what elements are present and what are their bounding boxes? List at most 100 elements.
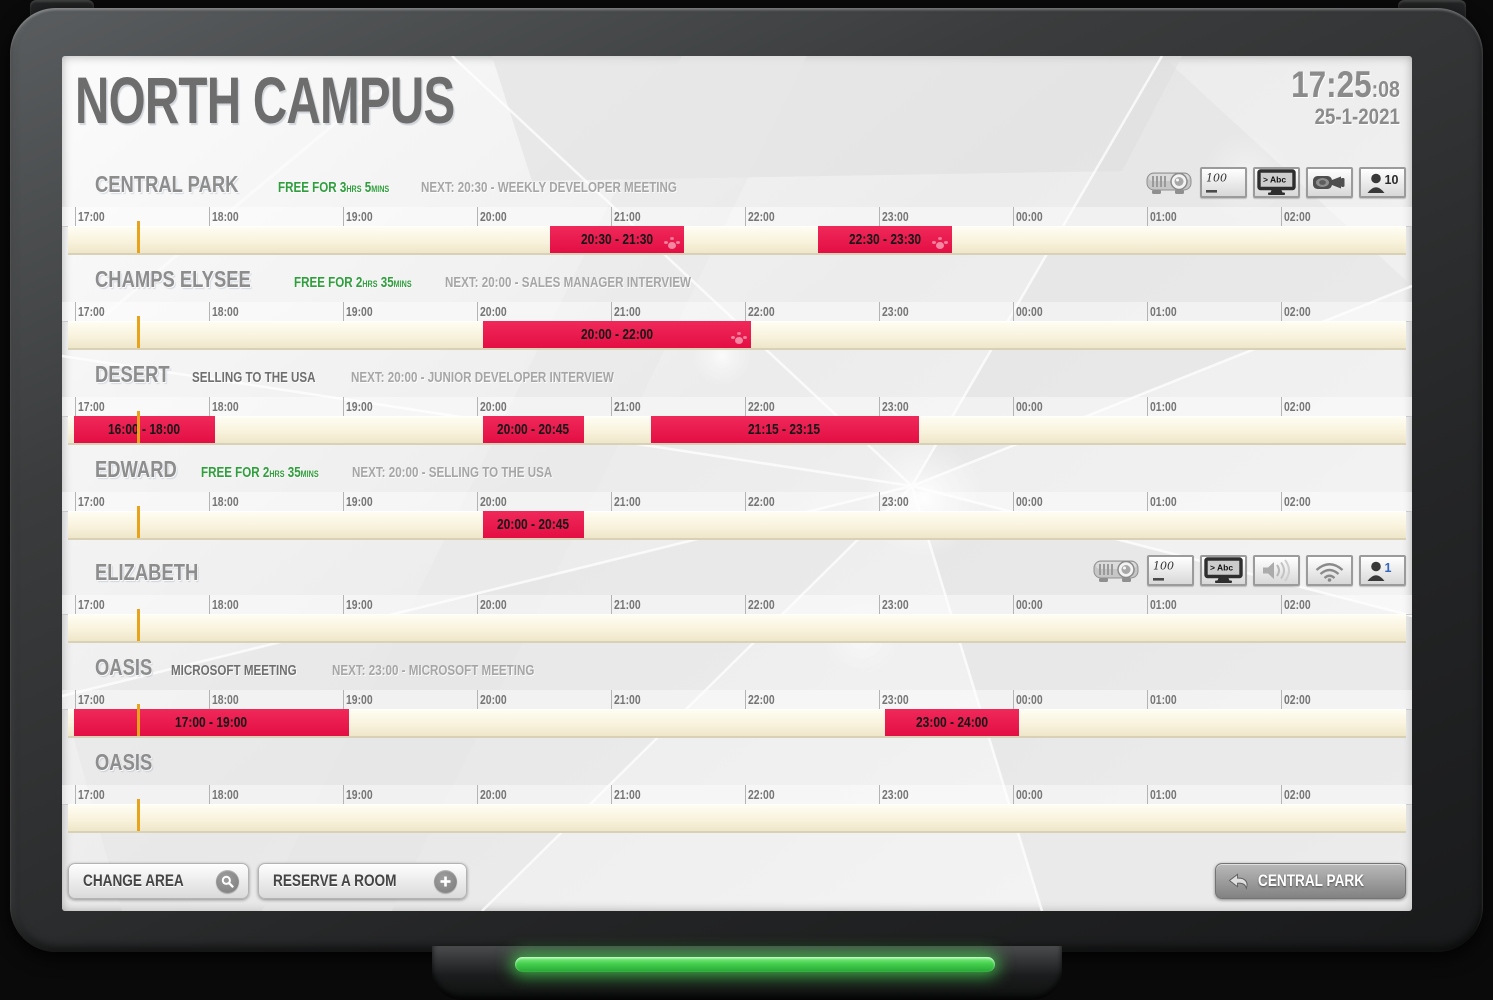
svg-text:100: 100 [1153, 560, 1174, 573]
tick-line [1147, 690, 1148, 709]
tick-line [611, 595, 612, 614]
seat-capacity-icon: 10 [1359, 167, 1406, 198]
booking-block[interactable]: 17:00 - 19:00 [74, 709, 349, 736]
tick-label: 18:00 [212, 209, 239, 224]
room-timeline-bar[interactable]: 20:00 - 20:45 [68, 506, 1406, 540]
tick-label: 19:00 [346, 692, 373, 707]
change-area-button[interactable]: CHANGE AREA [68, 863, 249, 899]
tick-line [75, 302, 76, 321]
tick-line [477, 207, 478, 226]
tick-line [343, 690, 344, 709]
tick-label: 00:00 [1016, 597, 1043, 612]
current-meeting-label: MICROSOFT MEETING [170, 663, 297, 679]
tick-line [209, 785, 210, 804]
room-timeline-bar[interactable]: 16:00 - 18:00 20:00 - 20:45 21:15 - 23:15 [68, 411, 1406, 445]
tick-label: 20:00 [480, 399, 507, 414]
room-name[interactable]: ELIZABETH [95, 559, 199, 585]
tick-label: 23:00 [882, 597, 909, 612]
tick-label: 21:00 [614, 787, 641, 802]
tick-line [343, 595, 344, 614]
room-timeline-bar[interactable]: 20:30 - 21:30 22:30 - 23:30 [68, 221, 1406, 255]
tick-line [477, 690, 478, 709]
tick-line [611, 492, 612, 511]
room-name[interactable]: EDWARD [95, 456, 177, 482]
tick-line [209, 207, 210, 226]
tick-line [745, 302, 746, 321]
tick-label: 02:00 [1284, 399, 1311, 414]
tick-label: 02:00 [1284, 304, 1311, 319]
tick-line [1013, 785, 1014, 804]
clock-time: 17:25 [1291, 64, 1372, 105]
booking-block[interactable]: 16:00 - 18:00 [74, 416, 215, 443]
booking-block[interactable]: 20:00 - 20:45 [483, 416, 584, 443]
room-header: OASIS [95, 749, 167, 776]
tick-line [477, 785, 478, 804]
tick-label: 20:00 [480, 304, 507, 319]
next-meeting-label: NEXT: 20:00 - SALES MANAGER INTERVIEW [444, 275, 691, 291]
current-time-marker [137, 609, 140, 641]
room-name[interactable]: OASIS [95, 654, 153, 680]
tick-line [1013, 207, 1014, 226]
room-row: EDWARD FREE FOR 2HRS 35MINS NEXT: 20:00 - … [62, 454, 1412, 549]
page-title: NORTH CAMPUS [75, 63, 455, 137]
tick-label: 17:00 [78, 597, 105, 612]
room-name[interactable]: CHAMPS ELYSEE [95, 266, 251, 292]
room-timeline-bar[interactable]: 17:00 - 19:00 23:00 - 24:00 [68, 704, 1406, 738]
tick-line [75, 595, 76, 614]
booking-block[interactable]: 20:00 - 22:00 [483, 321, 751, 348]
room-name[interactable]: DESERT [95, 361, 170, 387]
booking-block[interactable]: 20:00 - 20:45 [483, 511, 584, 538]
tick-line [1147, 785, 1148, 804]
tick-label: 22:00 [748, 209, 775, 224]
tick-label: 01:00 [1150, 209, 1177, 224]
tick-line [745, 690, 746, 709]
tick-line [879, 595, 880, 614]
room-row: OASIS 17:00 18:00 19:00 20:00 21:00 22:00 23:00… [62, 747, 1412, 842]
tick-line [879, 397, 880, 416]
tick-line [1013, 302, 1014, 321]
room-row: CHAMPS ELYSEE FREE FOR 2HRS 35MINS NEXT: 2… [62, 264, 1412, 359]
next-meeting-label: NEXT: 23:00 - MICROSOFT MEETING [331, 663, 535, 679]
reserve-room-button[interactable]: RESERVE A ROOM [257, 863, 468, 899]
tick-label: 19:00 [346, 209, 373, 224]
tick-line [209, 397, 210, 416]
tick-line [745, 207, 746, 226]
tick-line [343, 785, 344, 804]
room-timeline-bar[interactable] [68, 799, 1406, 833]
room-timeline-bar[interactable] [68, 609, 1406, 643]
tick-label: 23:00 [882, 399, 909, 414]
current-time-marker [137, 316, 140, 348]
room-name[interactable]: OASIS [95, 749, 153, 775]
next-meeting-label: NEXT: 20:00 - SELLING TO THE USA [352, 465, 553, 481]
tick-line [477, 397, 478, 416]
booking-block[interactable]: 21:15 - 23:15 [650, 416, 919, 443]
tick-line [343, 207, 344, 226]
tick-label: 00:00 [1016, 304, 1043, 319]
tick-line [75, 690, 76, 709]
tablet-base [432, 946, 1062, 1000]
timeline-scale: 17:00 18:00 19:00 20:00 21:00 22:00 23:00 00:00… [62, 302, 1412, 322]
tick-label: 17:00 [78, 692, 105, 707]
recurring-mark [936, 242, 944, 249]
room-shortcut-button[interactable]: CENTRAL PARK [1215, 863, 1406, 899]
tick-label: 19:00 [346, 399, 373, 414]
tick-line [879, 785, 880, 804]
clock-seconds: :08 [1371, 76, 1400, 102]
booking-block[interactable]: 23:00 - 24:00 [885, 709, 1019, 736]
tick-line [209, 302, 210, 321]
tick-label: 02:00 [1284, 209, 1311, 224]
room-list: CENTRAL PARK FREE FOR 3HRS 5MINS NEXT: 20:… [62, 167, 1412, 842]
tick-line [611, 302, 612, 321]
room-timeline-bar[interactable]: 20:00 - 22:00 [68, 316, 1406, 350]
room-name[interactable]: CENTRAL PARK [95, 171, 239, 197]
room-header: DESERT SELLING TO THE USA NEXT: 20:00 - JU… [95, 361, 679, 388]
booking-block[interactable]: 20:30 - 21:30 [550, 226, 684, 253]
tv-screen-icon: > Abc [1200, 555, 1247, 586]
booking-block[interactable]: 22:30 - 23:30 [818, 226, 952, 253]
tick-label: 17:00 [78, 494, 105, 509]
tick-label: 02:00 [1284, 494, 1311, 509]
clock-date: 25-1-2021 [1314, 104, 1400, 129]
tick-line [1281, 595, 1282, 614]
tick-label: 21:00 [614, 304, 641, 319]
room-header: EDWARD FREE FOR 2HRS 35MINS NEXT: 20:00 - … [95, 456, 603, 483]
